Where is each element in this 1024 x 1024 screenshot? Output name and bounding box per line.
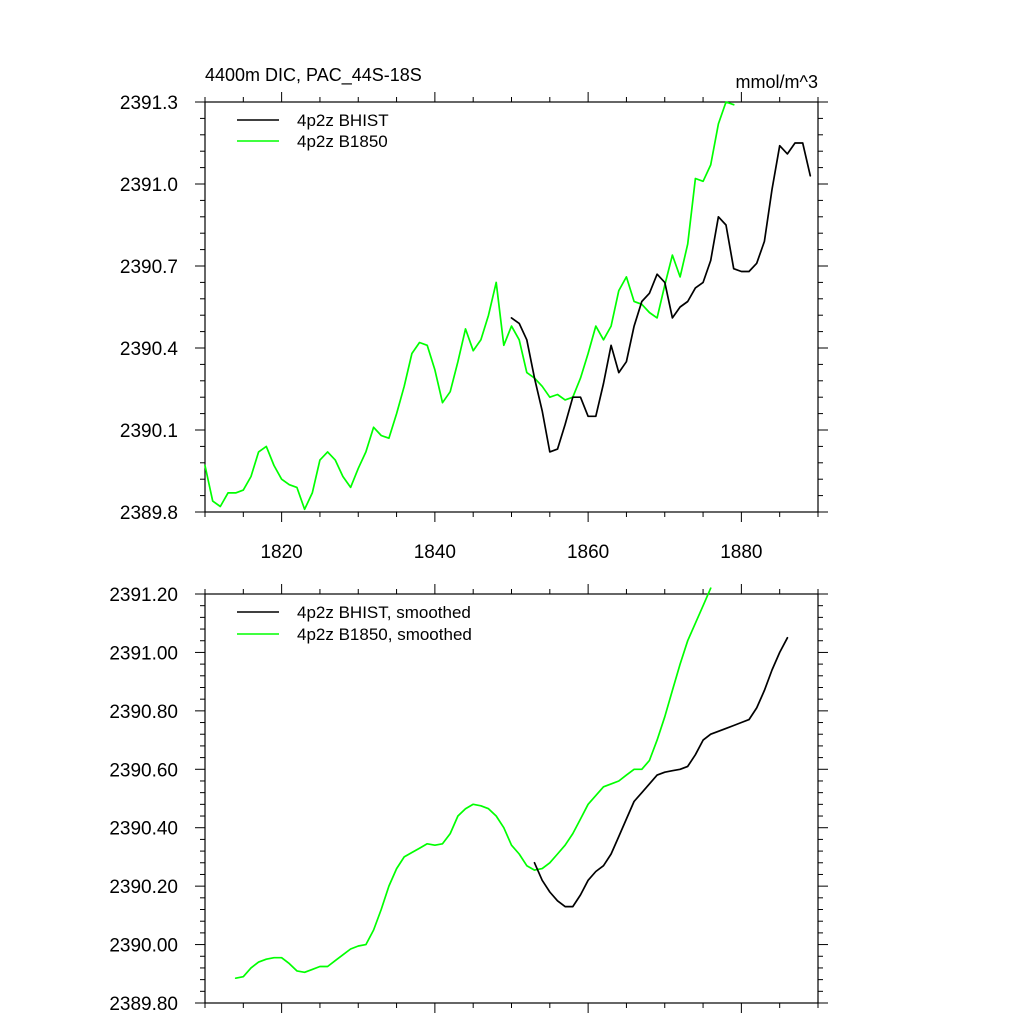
top-y-tick-label: 2391.0 <box>120 175 178 196</box>
top-y-tick-label: 2390.1 <box>120 421 178 442</box>
top-legend-label-bhist: 4p2z BHIST <box>297 111 389 130</box>
bottom-y-tick-label: 2390.40 <box>109 819 178 840</box>
top-y-tick-label: 2390.7 <box>120 257 178 278</box>
top-legend: 4p2z BHIST 4p2z B1850 <box>237 111 389 151</box>
top-series-line-4p2z-b1850 <box>204 101 735 511</box>
bottom-series-line-4p2z-b1850-smoothed <box>234 587 712 980</box>
top-panel: 4400m DIC, PAC_44S-18S mmol/m^3 4p2z BHI… <box>120 65 828 563</box>
top-y-tick-label: 2390.4 <box>120 339 179 360</box>
top-chart-units: mmol/m^3 <box>736 72 818 92</box>
top-y-tick-label: 2391.3 <box>120 93 178 114</box>
top-x-tick-label: 1820 <box>260 542 302 563</box>
bottom-y-tick-label: 2390.20 <box>109 877 178 898</box>
bottom-y-tick-label: 2391.00 <box>109 643 178 664</box>
bottom-panel: 4p2z BHIST, smoothed 4p2z B1850, smoothe… <box>109 584 828 1015</box>
top-x-tick-label: 1840 <box>414 542 456 563</box>
bottom-series-line-4p2z-bhist-smoothed <box>533 636 789 908</box>
top-x-tick-label: 1880 <box>720 542 762 563</box>
bottom-y-tick-label: 2390.00 <box>109 936 178 957</box>
top-chart-title: 4400m DIC, PAC_44S-18S <box>205 65 422 86</box>
top-series-line-4p2z-bhist <box>510 142 812 453</box>
top-y-tick-label: 2389.8 <box>120 503 178 524</box>
bottom-y-tick-label: 2389.80 <box>109 994 178 1015</box>
bottom-y-tick-label: 2390.60 <box>109 760 178 781</box>
bottom-y-tick-label: 2390.80 <box>109 702 178 723</box>
top-legend-label-b1850: 4p2z B1850 <box>297 132 388 151</box>
bottom-legend-label-b1850: 4p2z B1850, smoothed <box>297 625 472 644</box>
top-x-tick-label: 1860 <box>567 542 609 563</box>
bottom-legend: 4p2z BHIST, smoothed 4p2z B1850, smoothe… <box>237 603 472 644</box>
bottom-legend-label-bhist: 4p2z BHIST, smoothed <box>297 603 471 622</box>
bottom-y-tick-label: 2391.20 <box>109 585 178 606</box>
